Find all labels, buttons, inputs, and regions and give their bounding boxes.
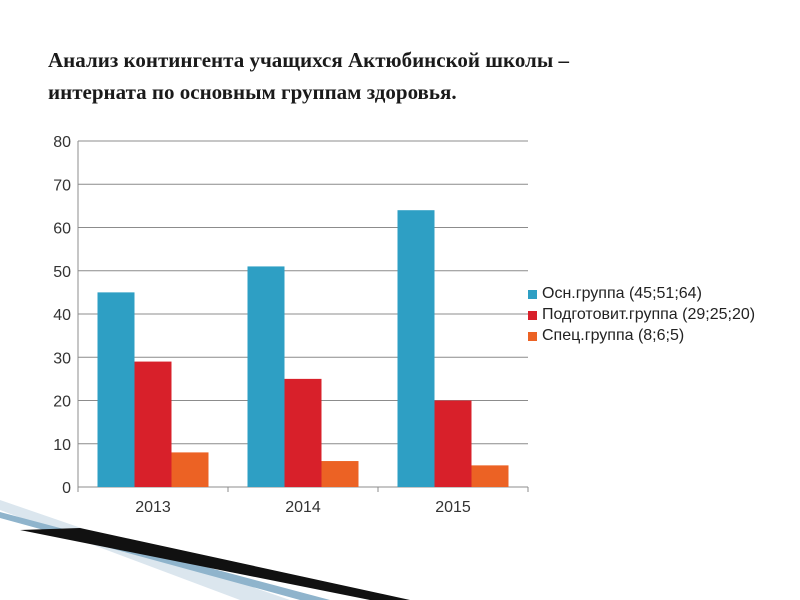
legend-label-spec: Спец.группа (8;6;5) — [542, 327, 685, 344]
y-tick-label: 20 — [53, 394, 71, 411]
y-tick-label: 80 — [53, 134, 71, 151]
y-tick-label: 50 — [53, 264, 71, 281]
legend-swatch-spec — [528, 332, 537, 341]
legend-label-podg: Подготовит.группа (29;25;20) — [542, 306, 756, 323]
legend-item-spec: Спец.группа (8;6;5) — [528, 325, 768, 346]
y-tick-label: 30 — [53, 350, 71, 367]
slide-title: Анализ контингента учащихся Актюбинской … — [48, 48, 569, 104]
legend-swatch-osn — [528, 290, 537, 299]
bars — [97, 210, 509, 487]
legend-swatch-podg — [528, 311, 537, 320]
bar-2015-series-2 — [471, 465, 509, 487]
y-tick-label: 70 — [53, 177, 71, 194]
legend-label-osn: Осн.группа (45;51;64) — [542, 285, 702, 302]
y-tick-label: 40 — [53, 307, 71, 324]
bar-2014-series-0 — [247, 266, 285, 487]
x-tick-label: 2014 — [285, 499, 321, 516]
bar-2013-series-1 — [134, 361, 172, 487]
bar-2015-series-1 — [434, 400, 472, 487]
bar-2014-series-1 — [284, 378, 322, 487]
x-tick-label: 2015 — [435, 499, 471, 516]
chart-legend: Осн.группа (45;51;64) Подготовит.группа … — [528, 283, 768, 346]
y-tick-label: 10 — [53, 437, 71, 454]
legend-item-osn: Осн.группа (45;51;64) — [528, 283, 768, 304]
x-tick-label: 2013 — [135, 499, 171, 516]
bar-2015-series-0 — [397, 210, 435, 487]
bar-2014-series-2 — [321, 461, 359, 487]
bar-2013-series-2 — [171, 452, 209, 487]
legend-item-podg: Подготовит.группа (29;25;20) — [528, 304, 768, 325]
bar-2013-series-0 — [97, 292, 135, 487]
y-tick-label: 60 — [53, 221, 71, 238]
y-tick-label: 0 — [62, 480, 71, 497]
